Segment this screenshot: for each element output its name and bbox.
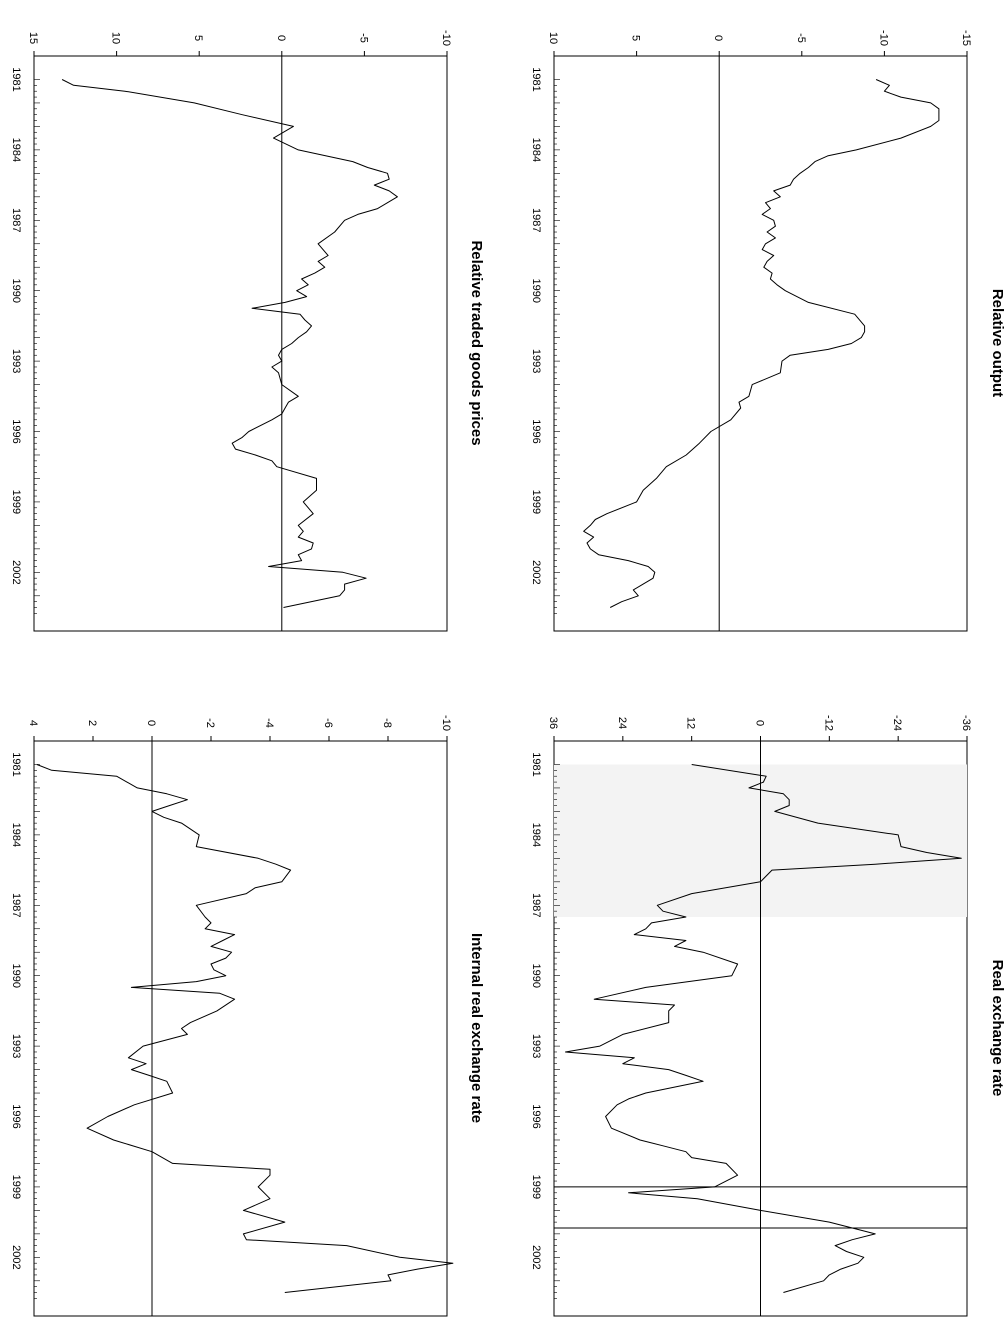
y-tick-label: 24 xyxy=(616,717,628,729)
x-tick-label: 1981 xyxy=(10,752,22,776)
series-line xyxy=(36,764,454,1293)
plot-frame xyxy=(553,55,968,632)
x-tick-label: 2002 xyxy=(10,1245,22,1269)
x-tick-label: 1996 xyxy=(530,419,542,443)
y-tick-label: -5 xyxy=(795,33,807,43)
x-tick-label: 1999 xyxy=(10,490,22,514)
series-line xyxy=(565,764,962,1293)
x-tick-label: 1981 xyxy=(530,752,542,776)
y-tick-label: -6 xyxy=(322,718,334,728)
x-tick-label: 1993 xyxy=(10,1034,22,1058)
x-tick-label: 1999 xyxy=(10,1175,22,1199)
x-tick-label: 2002 xyxy=(530,1245,542,1269)
x-tick-label: 1984 xyxy=(10,138,22,162)
x-tick-label: 1999 xyxy=(530,490,542,514)
y-tick-label: -24 xyxy=(891,715,903,731)
chart-title: Internal real exchange rate xyxy=(468,933,485,1123)
x-tick-label: 1996 xyxy=(10,1104,22,1128)
x-tick-label: 1984 xyxy=(10,823,22,847)
y-tick-label: -15 xyxy=(960,30,972,46)
chart-title: Relative traded goods prices xyxy=(468,240,485,445)
x-tick-label: 1981 xyxy=(530,67,542,91)
x-tick-label: 1993 xyxy=(10,349,22,373)
y-tick-label: 0 xyxy=(145,720,157,726)
series-line xyxy=(61,79,398,608)
y-tick-label: 15 xyxy=(27,32,39,44)
y-tick-label: -36 xyxy=(960,715,972,731)
y-tick-label: 5 xyxy=(192,35,204,41)
plot-frame xyxy=(33,55,448,632)
chart-relative-traded-goods-prices: -10 -5 0 5 10 15 1981 1984 1987 1990 1993 1996 1999 2… xyxy=(10,30,485,632)
x-tick-label: 1996 xyxy=(10,419,22,443)
y-tick-label: -8 xyxy=(381,718,393,728)
y-tick-label: -5 xyxy=(357,33,369,43)
x-tick-label: 1999 xyxy=(530,1175,542,1199)
chart-internal-real-exchange-rate: -10 -8 -6 -4 -2 0 2 4 1981 1984 1987 1990 1993 1996 19… xyxy=(10,715,485,1317)
plot-frame xyxy=(33,740,448,1317)
x-tick-label: 1990 xyxy=(530,278,542,302)
x-tick-label: 1981 xyxy=(10,67,22,91)
x-tick-label: 1984 xyxy=(530,138,542,162)
x-tick-label: 1990 xyxy=(530,963,542,987)
y-tick-label: -10 xyxy=(877,30,889,46)
series-line xyxy=(583,79,940,608)
x-tick-label: 1993 xyxy=(530,1034,542,1058)
chart-title: Real exchange rate xyxy=(989,960,1006,1097)
y-tick-label: 10 xyxy=(547,32,559,44)
y-tick-label: 5 xyxy=(630,35,642,41)
y-tick-label: -10 xyxy=(440,715,452,731)
y-tick-label: 0 xyxy=(275,35,287,41)
x-tick-label: 1987 xyxy=(10,893,22,917)
x-tick-label: 1987 xyxy=(530,893,542,917)
y-tick-label: 36 xyxy=(547,717,559,729)
chart-relative-output: -15 -10 -5 0 5 10 1981 1984 1987 1990 1993 1996 1999… xyxy=(530,30,1006,632)
y-tick-label: 0 xyxy=(754,720,766,726)
x-tick-label: 1990 xyxy=(10,278,22,302)
y-tick-label: -12 xyxy=(822,715,834,731)
x-tick-label: 1990 xyxy=(10,963,22,987)
y-tick-label: 4 xyxy=(27,720,39,726)
y-tick-label: -2 xyxy=(204,718,216,728)
x-tick-label: 2002 xyxy=(530,560,542,584)
chart-real-exchange-rate: -36 -24 -12 0 12 24 36 1981 1984 1987 1990 1993 1996… xyxy=(530,715,1006,1317)
y-tick-label: 0 xyxy=(712,35,724,41)
x-tick-label: 2002 xyxy=(10,560,22,584)
y-tick-label: -4 xyxy=(263,718,275,728)
x-tick-label: 1993 xyxy=(530,349,542,373)
y-tick-label: 2 xyxy=(86,720,98,726)
x-tick-label: 1987 xyxy=(10,208,22,232)
x-tick-label: 1984 xyxy=(530,823,542,847)
x-tick-label: 1987 xyxy=(530,208,542,232)
y-tick-label: 10 xyxy=(110,32,122,44)
chart-title: Relative output xyxy=(989,289,1006,397)
y-tick-label: 12 xyxy=(685,717,697,729)
x-tick-label: 1996 xyxy=(530,1104,542,1128)
y-tick-label: -10 xyxy=(440,30,452,46)
